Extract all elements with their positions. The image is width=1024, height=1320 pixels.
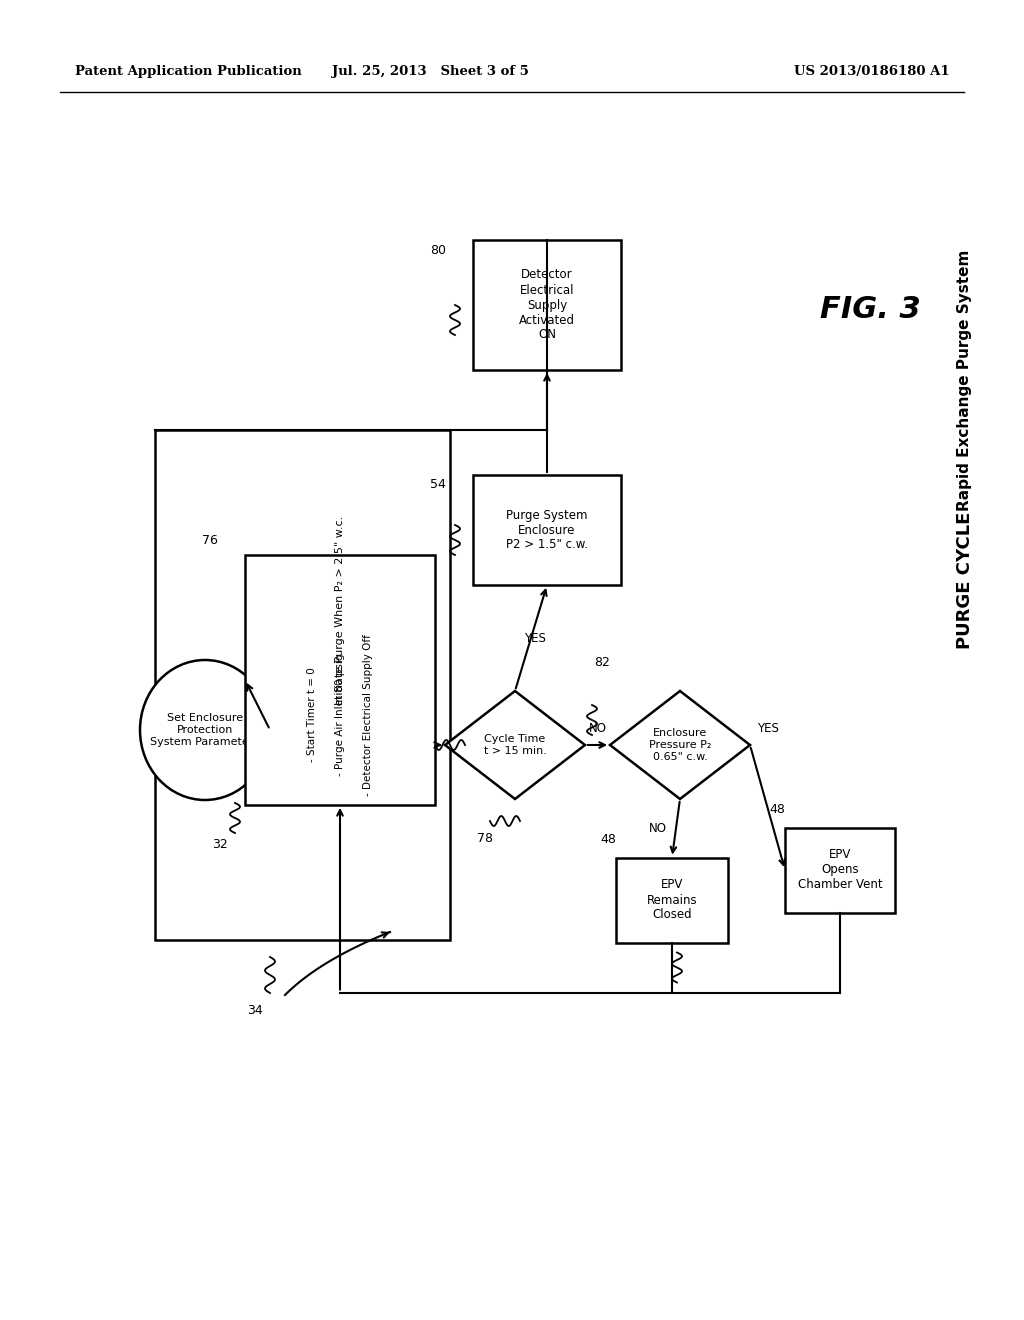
Text: YES: YES [524,631,546,644]
Text: YES: YES [757,722,779,735]
Text: PURGE CYCLE: PURGE CYCLE [956,511,974,648]
Text: 82: 82 [594,656,610,669]
Text: Initiate Purge When P₂ > 2.5" w.c.: Initiate Purge When P₂ > 2.5" w.c. [335,515,345,705]
Bar [616,858,728,942]
Text: Set Enclosure
Protection
System Parameters: Set Enclosure Protection System Paramete… [151,713,259,747]
Bar [785,828,895,912]
Text: 32: 32 [212,838,228,851]
Text: NO: NO [649,822,667,834]
Text: 48: 48 [769,803,785,816]
Text: Cycle Time
t > 15 min.: Cycle Time t > 15 min. [483,734,547,756]
Text: Rapid Exchange Purge System: Rapid Exchange Purge System [957,249,973,511]
Text: 48: 48 [600,833,616,846]
Text: Enclosure
Pressure P₂
0.65" c.w.: Enclosure Pressure P₂ 0.65" c.w. [649,729,712,762]
Bar [473,475,621,585]
Text: FIG. 3: FIG. 3 [819,296,921,325]
Text: Detector
Electrical
Supply
Activated
ON: Detector Electrical Supply Activated ON [519,268,575,342]
Text: US 2013/0186180 A1: US 2013/0186180 A1 [795,66,950,78]
Bar [473,240,621,370]
Text: EPV
Remains
Closed: EPV Remains Closed [647,879,697,921]
Text: Purge System
Enclosure
P2 > 1.5" c.w.: Purge System Enclosure P2 > 1.5" c.w. [506,508,588,552]
Text: Jul. 25, 2013   Sheet 3 of 5: Jul. 25, 2013 Sheet 3 of 5 [332,66,528,78]
Text: - Detector Electrical Supply Off: - Detector Electrical Supply Off [362,634,373,796]
Text: 54: 54 [430,479,445,491]
Text: 34: 34 [247,1003,263,1016]
Ellipse shape [140,660,270,800]
Text: NO: NO [589,722,606,735]
Polygon shape [445,690,585,799]
Polygon shape [610,690,750,799]
Text: 78: 78 [477,833,493,846]
Bar [155,430,450,940]
Text: 80: 80 [430,243,446,256]
Text: - Purge Air Inlet 80 psig: - Purge Air Inlet 80 psig [335,653,345,776]
Text: EPV
Opens
Chamber Vent: EPV Opens Chamber Vent [798,849,883,891]
Text: - Start Timer t = 0: - Start Timer t = 0 [307,668,317,763]
Text: Patent Application Publication: Patent Application Publication [75,66,302,78]
Text: 76: 76 [202,533,218,546]
Bar [245,554,435,805]
